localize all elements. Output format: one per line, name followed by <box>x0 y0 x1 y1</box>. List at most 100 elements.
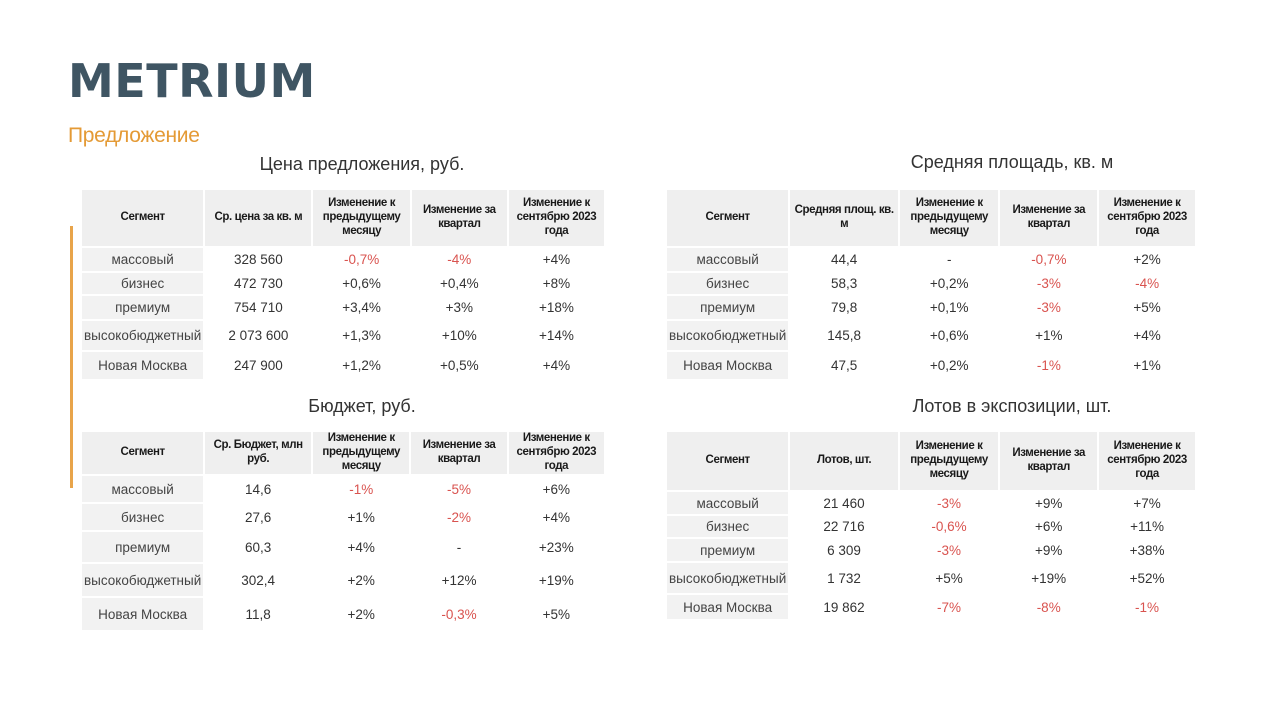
change-cell: +0,6% <box>342 276 381 291</box>
table-row: Новая Москва 47,5 +0,2% -1% +1% <box>667 352 1195 379</box>
change-cell: +0,2% <box>929 276 969 291</box>
table-row: высокобюджетный 302,4 +2% +12% +19% <box>82 564 604 596</box>
change-cell: +7% <box>1133 495 1161 511</box>
table-row: высокобюджетный 145,8 +0,6% +1% +4% <box>667 321 1195 350</box>
table-row: бизнес 22 716 -0,6% +6% +11% <box>667 516 1195 537</box>
segment-cell: бизнес <box>82 273 204 294</box>
segment-cell: премиум <box>82 532 204 562</box>
table-row: премиум 754 710 +3,4% +3% +18% <box>82 296 604 319</box>
change-cell: +9% <box>1035 542 1063 558</box>
segment-cell: бизнес <box>82 504 204 530</box>
col-header: Лотов, шт. <box>790 432 898 490</box>
change-cell: +1% <box>347 509 375 525</box>
change-cell: +12% <box>441 572 477 588</box>
price-block: Цена предложения, руб. Сегмент Ср. цена … <box>82 150 606 382</box>
change-cell: +2% <box>347 572 375 588</box>
segment-cell: Новая Москва <box>82 598 204 630</box>
change-cell: +4% <box>1133 328 1161 343</box>
area-title: Средняя площадь, кв. м <box>910 152 1114 172</box>
change-cell: -3% <box>937 542 962 558</box>
change-cell: +1% <box>1035 328 1063 343</box>
change-cell: +19% <box>538 572 574 588</box>
change-cell: +0,6% <box>929 328 969 343</box>
change-cell: +5% <box>542 606 571 622</box>
accent-bar <box>70 226 73 488</box>
col-header: Изменение к сентябрю 2023 года <box>1099 190 1195 246</box>
change-cell: +4% <box>542 509 571 525</box>
change-cell: +19% <box>1031 570 1067 586</box>
value-cell: 11,8 <box>245 606 271 622</box>
table-row: массовый 328 560 -0,7% -4% +4% <box>82 248 604 271</box>
change-cell: +0,4% <box>439 276 479 291</box>
area-table: Сегмент Средняя площ. кв. м Изменение к … <box>665 188 1197 381</box>
change-cell: -2% <box>447 509 472 525</box>
change-cell: +4% <box>542 252 571 267</box>
change-cell: +10% <box>441 328 477 343</box>
segment-cell: высокобюджетный <box>82 564 204 596</box>
logo: METRIUM <box>68 54 316 108</box>
change-cell: -1% <box>1036 358 1061 373</box>
col-header: Изменение за квартал <box>1000 190 1098 246</box>
value-cell: 2 073 600 <box>228 328 289 343</box>
table-row: массовый 21 460 -3% +9% +7% <box>667 492 1195 514</box>
table-row: Новая Москва 19 862 -7% -8% -1% <box>667 595 1195 619</box>
change-cell: -3% <box>1036 300 1061 315</box>
change-cell: +52% <box>1129 570 1165 586</box>
value-cell: 60,3 <box>245 539 272 555</box>
change-cell: +11% <box>1130 519 1164 534</box>
change-cell: +3% <box>445 300 473 315</box>
value-cell: 328 560 <box>233 252 283 267</box>
change-cell: +5% <box>1133 300 1161 315</box>
change-cell: +9% <box>1035 495 1063 511</box>
budget-table: Сегмент Ср. Бюджет, млн руб. Изменение к… <box>80 430 606 632</box>
col-header: Изменение к предыдущему месяцу <box>313 432 410 474</box>
segment-cell: Новая Москва <box>667 352 789 379</box>
change-cell: -0,7% <box>343 252 380 267</box>
col-header: Изменение к сентябрю 2023 года <box>508 432 604 474</box>
change-cell: +0,2% <box>929 358 969 373</box>
price-title: Цена предложения, руб. <box>259 154 465 174</box>
col-header: Изменение к предыдущему месяцу <box>313 190 410 246</box>
value-cell: 19 862 <box>823 599 865 615</box>
segment-cell: высокобюджетный <box>667 563 789 593</box>
change-cell: -0,3% <box>441 606 477 622</box>
value-cell: 14,6 <box>245 481 272 497</box>
col-header: Изменение к сентябрю 2023 года <box>508 190 604 246</box>
price-table: Сегмент Ср. цена за кв. м Изменение к пр… <box>80 188 606 381</box>
col-header: Сегмент <box>82 190 204 246</box>
change-cell: -8% <box>1036 599 1061 615</box>
table-row: бизнес 58,3 +0,2% -3% -4% <box>667 273 1195 294</box>
value-cell: 44,4 <box>831 252 858 267</box>
table-row: премиум 79,8 +0,1% -3% +5% <box>667 296 1195 319</box>
change-cell: - <box>456 539 462 555</box>
value-cell: 302,4 <box>241 572 276 588</box>
change-cell: -0,7% <box>1031 252 1067 267</box>
value-cell: 79,8 <box>831 300 858 315</box>
table-row: Новая Москва 247 900 +1,2% +0,5% +4% <box>82 352 604 379</box>
change-cell: -3% <box>1036 276 1061 291</box>
col-header: Изменение за квартал <box>1000 432 1098 490</box>
change-cell: -4% <box>447 252 472 267</box>
segment-cell: премиум <box>82 296 204 319</box>
value-cell: 21 460 <box>823 495 865 511</box>
change-cell: +0,5% <box>439 358 479 373</box>
budget-block: Бюджет, руб. Сегмент Ср. Бюджет, млн руб… <box>82 394 606 634</box>
segment-cell: массовый <box>667 492 789 514</box>
change-cell: -0,6% <box>931 519 967 534</box>
value-cell: 247 900 <box>233 358 283 373</box>
change-cell: +38% <box>1129 542 1165 558</box>
change-cell: +6% <box>1035 519 1063 534</box>
lots-block: Лотов в экспозиции, шт. Сегмент Лотов, ш… <box>667 394 1197 626</box>
table-row: массовый 44,4 - -0,7% +2% <box>667 248 1195 271</box>
change-cell: +14% <box>538 328 574 343</box>
col-header: Сегмент <box>667 432 789 490</box>
change-cell: +23% <box>538 539 574 555</box>
change-cell: +3,4% <box>342 300 381 315</box>
table-row: высокобюджетный 1 732 +5% +19% +52% <box>667 563 1195 593</box>
area-block: Средняя площадь, кв. м Сегмент Средняя п… <box>667 150 1197 382</box>
table-row: бизнес 472 730 +0,6% +0,4% +8% <box>82 273 604 294</box>
change-cell: +2% <box>347 606 375 622</box>
value-cell: 6 309 <box>827 542 861 558</box>
segment-cell: высокобюджетный <box>667 321 789 350</box>
segment-cell: массовый <box>82 476 204 502</box>
